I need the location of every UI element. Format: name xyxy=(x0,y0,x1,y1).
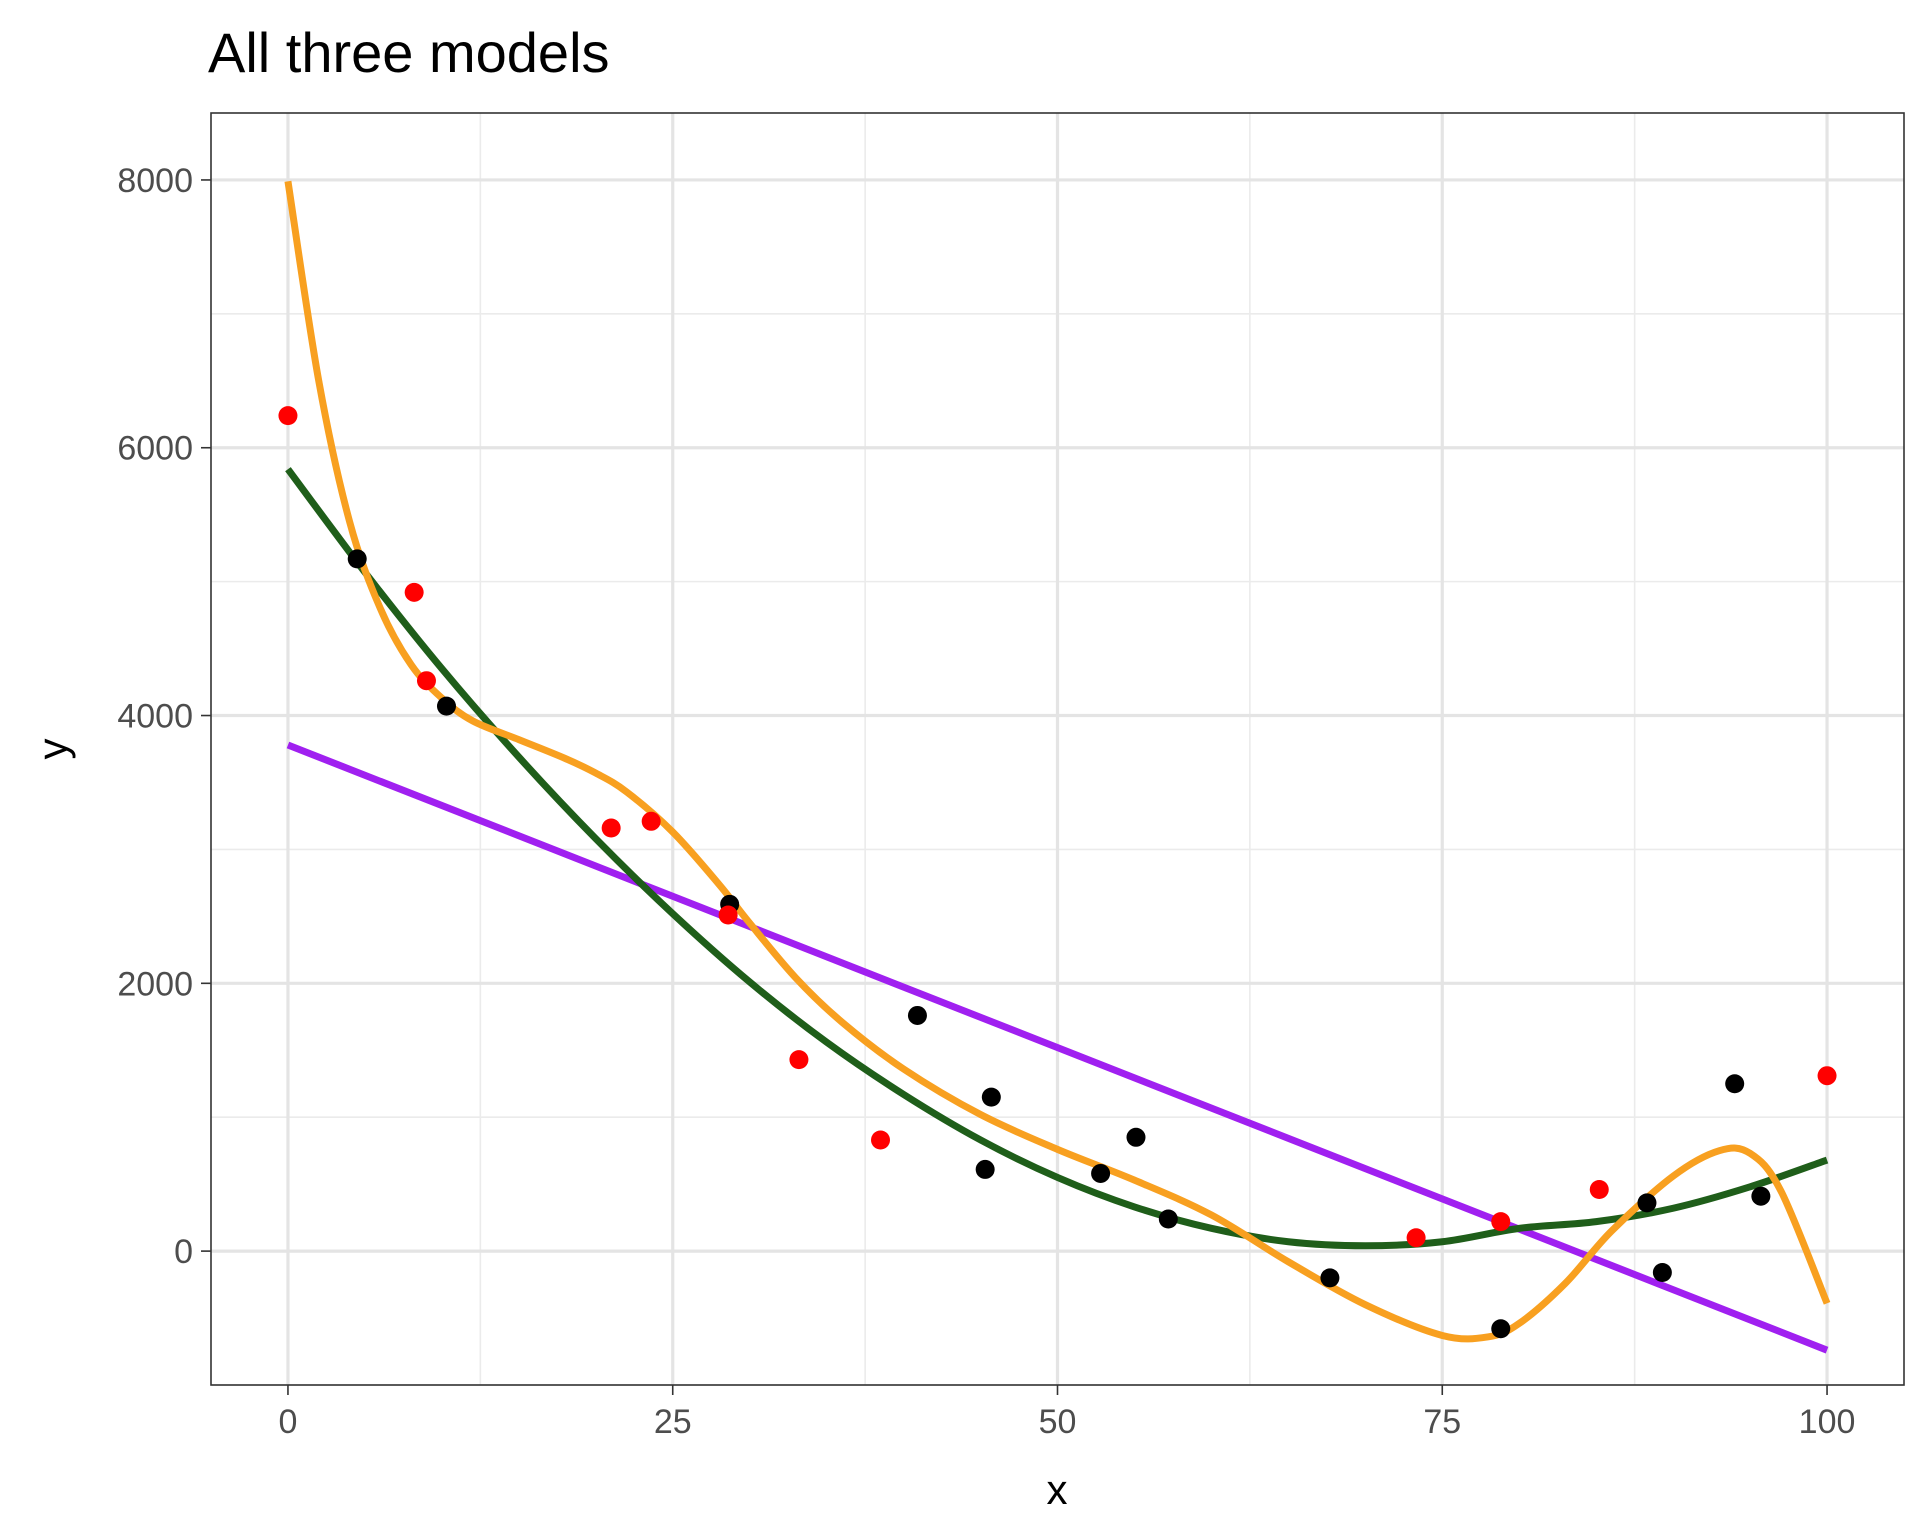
data-point xyxy=(1589,1180,1609,1200)
data-point xyxy=(416,671,436,691)
data-point xyxy=(278,406,298,426)
x-tick-label: 0 xyxy=(278,1403,297,1441)
data-point xyxy=(404,582,424,602)
data-point xyxy=(1491,1212,1511,1232)
x-axis-ticks: 0 25 50 75 100 xyxy=(278,1385,1855,1441)
data-point xyxy=(1491,1319,1511,1339)
data-points xyxy=(278,406,1837,1339)
x-tick-label: 75 xyxy=(1423,1403,1461,1441)
data-point xyxy=(641,811,661,831)
data-point xyxy=(1725,1074,1745,1094)
data-point xyxy=(981,1087,1001,1107)
data-point xyxy=(347,549,367,569)
data-point xyxy=(1158,1209,1178,1229)
y-tick-label: 8000 xyxy=(117,162,193,200)
y-tick-label: 2000 xyxy=(117,965,193,1003)
linear-fit-line xyxy=(286,741,1829,1354)
data-point xyxy=(1637,1193,1657,1213)
y-tick-label: 4000 xyxy=(117,698,193,736)
data-point xyxy=(871,1130,891,1150)
major-gridlines xyxy=(211,113,1904,1385)
data-point xyxy=(1652,1263,1672,1283)
y-tick-label: 0 xyxy=(174,1233,193,1271)
y-tick-label: 6000 xyxy=(117,430,193,468)
data-point xyxy=(907,1005,927,1025)
data-point xyxy=(1320,1268,1340,1288)
chart-title: All three models xyxy=(208,21,610,84)
data-point xyxy=(718,905,738,925)
x-tick-label: 25 xyxy=(654,1403,692,1441)
x-axis-title: x xyxy=(1047,1466,1068,1513)
data-point xyxy=(789,1050,809,1070)
data-point xyxy=(1126,1127,1146,1147)
x-tick-label: 50 xyxy=(1039,1403,1077,1441)
y-axis-ticks: 0 2000 4000 6000 8000 xyxy=(117,162,211,1271)
data-point xyxy=(1817,1066,1837,1086)
data-point xyxy=(1091,1163,1111,1183)
data-point xyxy=(436,696,456,716)
x-tick-label: 100 xyxy=(1799,1403,1856,1441)
data-point xyxy=(975,1159,995,1179)
data-point xyxy=(1751,1186,1771,1206)
data-point xyxy=(601,818,621,838)
quadratic-fit-line xyxy=(285,467,1829,1250)
data-point xyxy=(1406,1228,1426,1248)
y-axis-title: y xyxy=(29,739,76,760)
